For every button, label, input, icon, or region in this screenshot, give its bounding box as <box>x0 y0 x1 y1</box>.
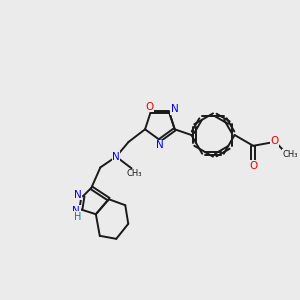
Text: O: O <box>145 102 153 112</box>
Text: O: O <box>270 136 278 146</box>
Text: O: O <box>249 161 257 171</box>
Text: H: H <box>74 212 81 222</box>
Text: N: N <box>74 190 81 200</box>
Text: CH₃: CH₃ <box>282 150 298 159</box>
Text: N: N <box>112 152 120 162</box>
Text: CH₃: CH₃ <box>127 169 142 178</box>
Text: N: N <box>73 206 80 216</box>
Text: N: N <box>171 104 178 115</box>
Text: N: N <box>156 140 164 150</box>
